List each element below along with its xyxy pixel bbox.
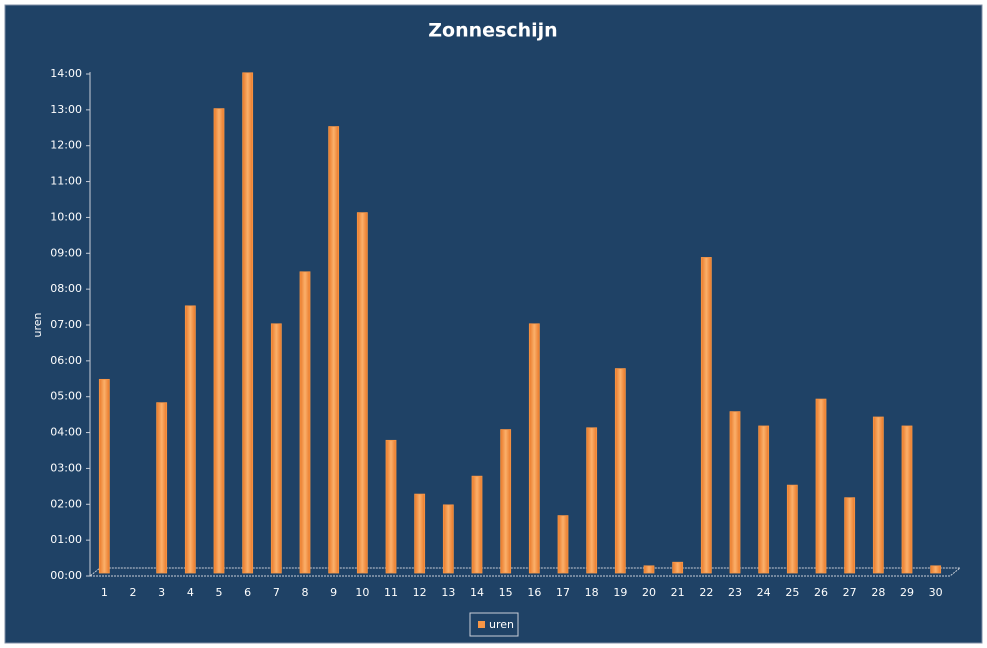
legend-label: uren [489,618,514,631]
bar [442,504,454,574]
x-tick-label: 9 [330,586,337,599]
bar [299,271,311,574]
y-tick-label: 05:00 [50,390,82,403]
bar [700,257,712,574]
bar [213,108,225,574]
bar [786,484,798,574]
x-tick-label: 21 [671,586,685,599]
x-tick-label: 23 [728,586,742,599]
y-tick-label: 06:00 [50,354,82,367]
y-tick-label: 14:00 [50,67,82,80]
x-tick-label: 16 [527,586,541,599]
y-tick-label: 10:00 [50,210,82,223]
y-tick-label: 04:00 [50,426,82,439]
x-tick-label: 3 [158,586,165,599]
y-tick-label: 13:00 [50,103,82,116]
x-tick-label: 17 [556,586,570,599]
x-tick-label: 22 [699,586,713,599]
x-tick-label: 1 [101,586,108,599]
x-tick-label: 20 [642,586,656,599]
y-tick-label: 01:00 [50,533,82,546]
x-tick-label: 25 [785,586,799,599]
x-tick-label: 29 [900,586,914,599]
bar [156,402,168,574]
bar [872,416,884,574]
x-tick-label: 15 [499,586,513,599]
legend-swatch [478,621,485,628]
y-tick-label: 03:00 [50,461,82,474]
legend [469,612,519,637]
bar [758,425,770,574]
floor [88,567,962,577]
bar [98,378,110,574]
x-tick-label: 2 [130,586,137,599]
x-tick-label: 18 [585,586,599,599]
x-tick-label: 24 [757,586,771,599]
x-tick-label: 19 [613,586,627,599]
bar [528,323,540,574]
y-tick-label: 09:00 [50,246,82,259]
bar [672,561,684,574]
bar [242,72,254,574]
bar [184,305,196,574]
x-tick-label: 12 [413,586,427,599]
x-tick-label: 7 [273,586,280,599]
y-axis-label: uren [31,312,44,337]
x-tick-label: 8 [302,586,309,599]
bar [471,475,483,574]
x-tick-label: 30 [929,586,943,599]
bar [844,497,856,574]
chart-title: Zonneschijn [428,20,557,42]
bar [930,565,942,574]
y-tick-label: 08:00 [50,282,82,295]
y-tick-label: 02:00 [50,497,82,510]
bar [356,212,368,574]
bar [643,565,655,574]
bar [614,368,626,574]
x-tick-label: 6 [244,586,251,599]
bar [586,427,598,574]
x-tick-label: 26 [814,586,828,599]
bar [385,439,397,574]
y-tick-label: 00:00 [50,569,82,582]
x-tick-label: 28 [871,586,885,599]
x-tick-label: 27 [843,586,857,599]
x-tick-label: 4 [187,586,194,599]
x-tick-label: 5 [216,586,223,599]
bar [270,323,282,574]
y-tick-label: 07:00 [50,318,82,331]
chart-area [4,4,983,644]
x-tick-label: 13 [441,586,455,599]
x-tick-label: 11 [384,586,398,599]
bar [557,515,569,574]
bar [729,411,741,574]
bar [500,429,512,574]
bar [815,398,827,574]
bar [901,425,913,574]
y-tick-label: 11:00 [50,175,82,188]
x-tick-label: 10 [355,586,369,599]
y-tick-label: 12:00 [50,139,82,152]
bar [414,493,426,574]
bar [328,126,340,574]
x-tick-label: 14 [470,586,484,599]
